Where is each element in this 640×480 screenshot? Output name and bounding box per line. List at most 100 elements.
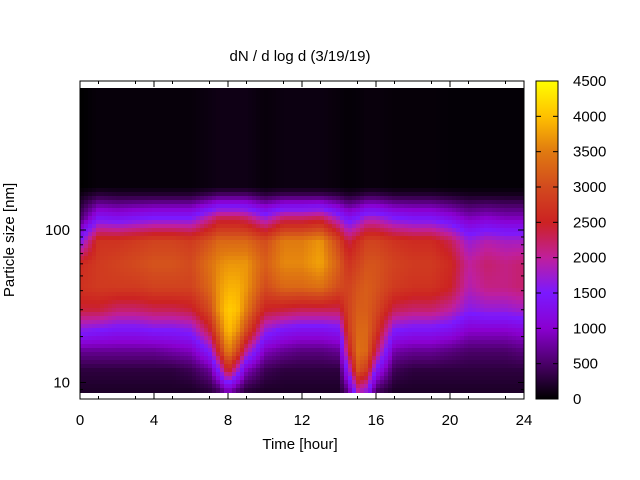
heatmap-cell <box>236 240 241 245</box>
heatmap-cell <box>264 276 269 281</box>
heatmap-cell <box>288 256 293 261</box>
heatmap-cell <box>212 356 217 361</box>
heatmap-cell <box>100 144 105 149</box>
heatmap-cell <box>132 120 137 125</box>
heatmap-cell <box>328 132 333 137</box>
heatmap-cell <box>336 184 341 189</box>
heatmap-cell <box>272 200 277 205</box>
heatmap-cell <box>316 108 321 113</box>
heatmap-cell <box>276 244 281 249</box>
heatmap-cell <box>132 140 137 145</box>
heatmap-cell <box>224 120 229 125</box>
heatmap-cell <box>304 260 309 265</box>
heatmap-cell <box>236 144 241 149</box>
heatmap-cell <box>304 140 309 145</box>
heatmap-cell <box>220 240 225 245</box>
heatmap-cell <box>172 324 177 329</box>
heatmap-cell <box>320 252 325 257</box>
heatmap-cell <box>252 216 257 221</box>
heatmap-cell <box>324 108 329 113</box>
heatmap-cell <box>320 296 325 301</box>
heatmap-cell <box>240 92 245 97</box>
heatmap-cell <box>92 152 97 157</box>
heatmap-cell <box>124 216 129 221</box>
heatmap-cell <box>336 204 341 209</box>
heatmap-cell <box>120 288 125 293</box>
heatmap-cell <box>336 292 341 297</box>
heatmap-cell <box>180 304 185 309</box>
heatmap-cell <box>328 316 333 321</box>
heatmap-cell <box>84 376 89 381</box>
heatmap-cell <box>316 128 321 133</box>
heatmap-cell <box>136 144 141 149</box>
heatmap-cell <box>140 152 145 157</box>
heatmap-cell <box>128 308 133 313</box>
heatmap-cell <box>160 160 165 165</box>
heatmap-cell <box>308 244 313 249</box>
heatmap-cell <box>276 348 281 353</box>
heatmap-cell <box>116 300 121 305</box>
heatmap-cell <box>84 392 89 393</box>
heatmap-cell <box>316 336 321 341</box>
heatmap-cell <box>156 180 161 185</box>
heatmap-cell <box>184 312 189 317</box>
heatmap-cell <box>100 96 105 101</box>
heatmap-cell <box>124 180 129 185</box>
heatmap-cell <box>316 140 321 145</box>
heatmap-cell <box>92 352 97 357</box>
heatmap-cell <box>272 88 277 93</box>
heatmap-cell <box>164 116 169 121</box>
heatmap-cell <box>264 116 269 121</box>
heatmap-cell <box>284 108 289 113</box>
heatmap-cell <box>144 224 149 229</box>
heatmap-cell <box>240 88 245 93</box>
heatmap-cell <box>212 164 217 169</box>
heatmap-cell <box>80 232 85 237</box>
heatmap-cell <box>332 248 337 253</box>
heatmap-cell <box>108 272 113 277</box>
heatmap-cell <box>280 164 285 169</box>
heatmap-cell <box>152 308 157 313</box>
heatmap-cell <box>320 116 325 121</box>
heatmap-cell <box>336 280 341 285</box>
heatmap-cell <box>124 148 129 153</box>
heatmap-cell <box>292 324 297 329</box>
heatmap-cell <box>100 392 105 393</box>
heatmap-cell <box>320 100 325 105</box>
heatmap-cell <box>300 196 305 201</box>
heatmap-cell <box>312 364 317 369</box>
heatmap-cell <box>248 100 253 105</box>
heatmap-cell <box>216 240 221 245</box>
heatmap-cell <box>92 136 97 141</box>
heatmap-cell <box>204 332 209 337</box>
heatmap-cell <box>328 340 333 345</box>
heatmap-cell <box>280 380 285 385</box>
heatmap-cell <box>176 232 181 237</box>
heatmap-cell <box>312 204 317 209</box>
heatmap-cell <box>120 188 125 193</box>
heatmap-cell <box>84 308 89 313</box>
heatmap-cell <box>128 280 133 285</box>
heatmap-cell <box>200 288 205 293</box>
heatmap-cell <box>188 220 193 225</box>
heatmap-cell <box>264 328 269 333</box>
heatmap-cell <box>316 324 321 329</box>
heatmap-cell <box>120 376 125 381</box>
heatmap-cell <box>324 200 329 205</box>
heatmap-cell <box>300 192 305 197</box>
heatmap-cell <box>164 392 169 393</box>
heatmap-cell <box>236 156 241 161</box>
heatmap-cell <box>296 244 301 249</box>
heatmap-cell <box>256 180 261 185</box>
heatmap-cell <box>308 216 313 221</box>
heatmap-cell <box>264 252 269 257</box>
heatmap-cell <box>316 316 321 321</box>
heatmap-cell <box>172 212 177 217</box>
heatmap-cell <box>164 128 169 133</box>
heatmap-cell <box>100 164 105 169</box>
heatmap-cell <box>320 308 325 313</box>
heatmap-cell <box>212 196 217 201</box>
heatmap-cell <box>220 220 225 225</box>
heatmap-cell <box>268 256 273 261</box>
heatmap-cell <box>80 348 85 353</box>
